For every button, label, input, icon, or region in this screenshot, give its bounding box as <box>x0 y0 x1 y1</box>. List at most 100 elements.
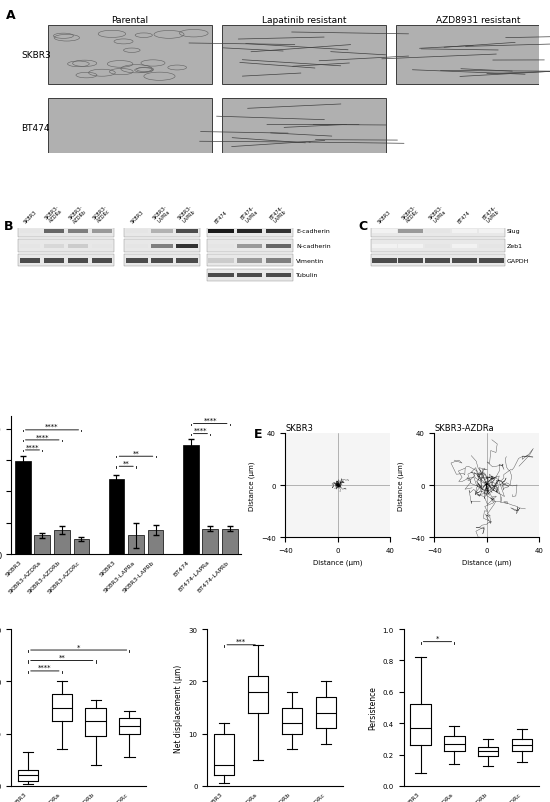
Text: BT474-
LAPRb: BT474- LAPRb <box>481 205 501 225</box>
FancyBboxPatch shape <box>208 259 234 263</box>
FancyBboxPatch shape <box>208 230 234 234</box>
Text: Lapatinib resistant: Lapatinib resistant <box>262 16 346 25</box>
Bar <box>54 531 70 554</box>
FancyBboxPatch shape <box>177 245 198 249</box>
FancyBboxPatch shape <box>68 230 88 234</box>
Bar <box>15 462 31 554</box>
FancyBboxPatch shape <box>372 245 397 249</box>
Bar <box>148 531 163 554</box>
FancyBboxPatch shape <box>266 259 291 263</box>
Text: Slug: Slug <box>507 229 520 234</box>
FancyBboxPatch shape <box>177 230 198 234</box>
FancyBboxPatch shape <box>371 240 505 253</box>
Text: B: B <box>4 220 14 233</box>
Text: SKBR3: SKBR3 <box>377 209 392 225</box>
Text: ****: **** <box>36 434 49 439</box>
FancyBboxPatch shape <box>151 230 173 234</box>
FancyBboxPatch shape <box>177 259 198 263</box>
FancyBboxPatch shape <box>478 230 504 234</box>
Text: SKBR3-
AZDRc: SKBR3- AZDRc <box>92 204 112 225</box>
Text: SKBR3-
AZDRb: SKBR3- AZDRb <box>68 204 88 225</box>
Text: GAPDH: GAPDH <box>507 258 529 264</box>
FancyBboxPatch shape <box>18 225 114 238</box>
FancyBboxPatch shape <box>397 26 550 85</box>
Text: Parental: Parental <box>111 16 148 25</box>
FancyBboxPatch shape <box>20 245 40 249</box>
FancyBboxPatch shape <box>372 259 397 263</box>
Text: ****: **** <box>194 427 207 433</box>
Text: ****: **** <box>38 664 52 670</box>
Y-axis label: Persistence: Persistence <box>368 686 377 730</box>
FancyBboxPatch shape <box>237 273 262 278</box>
FancyBboxPatch shape <box>18 240 114 253</box>
Y-axis label: Distance (μm): Distance (μm) <box>249 460 255 510</box>
Text: E: E <box>254 428 262 441</box>
Text: N-cadherin: N-cadherin <box>296 244 331 249</box>
FancyBboxPatch shape <box>92 259 112 263</box>
FancyBboxPatch shape <box>126 245 148 249</box>
FancyBboxPatch shape <box>371 255 505 267</box>
FancyBboxPatch shape <box>208 273 234 278</box>
Text: **: ** <box>133 450 139 456</box>
FancyBboxPatch shape <box>92 230 112 234</box>
FancyBboxPatch shape <box>371 225 505 238</box>
Bar <box>109 480 124 554</box>
Bar <box>74 539 89 554</box>
FancyBboxPatch shape <box>266 230 291 234</box>
Text: ****: **** <box>45 423 59 430</box>
FancyBboxPatch shape <box>222 99 386 158</box>
FancyBboxPatch shape <box>478 245 504 249</box>
Text: SKBR3: SKBR3 <box>21 51 51 60</box>
FancyBboxPatch shape <box>398 230 424 234</box>
FancyBboxPatch shape <box>68 259 88 263</box>
Bar <box>202 529 218 554</box>
FancyBboxPatch shape <box>151 245 173 249</box>
Text: SKBR3-
AZDRa: SKBR3- AZDRa <box>44 204 64 225</box>
Text: SKBR3: SKBR3 <box>285 423 313 432</box>
FancyBboxPatch shape <box>18 255 114 267</box>
FancyBboxPatch shape <box>266 273 291 278</box>
FancyBboxPatch shape <box>222 26 386 85</box>
Text: C: C <box>359 220 368 233</box>
Text: **: ** <box>123 460 130 466</box>
FancyBboxPatch shape <box>20 259 40 263</box>
FancyBboxPatch shape <box>20 230 40 234</box>
Bar <box>183 445 199 554</box>
Text: SKBR3-AZDRa: SKBR3-AZDRa <box>434 423 494 432</box>
FancyBboxPatch shape <box>237 245 262 249</box>
FancyBboxPatch shape <box>452 259 477 263</box>
Y-axis label: Distance (μm): Distance (μm) <box>398 460 404 510</box>
Text: BT474: BT474 <box>214 209 228 225</box>
FancyBboxPatch shape <box>124 240 200 253</box>
Text: SKBR3-
LAPRa: SKBR3- LAPRa <box>427 204 448 225</box>
FancyBboxPatch shape <box>237 230 262 234</box>
FancyBboxPatch shape <box>398 245 424 249</box>
FancyBboxPatch shape <box>124 225 200 238</box>
Text: ***: *** <box>236 638 246 644</box>
FancyBboxPatch shape <box>151 259 173 263</box>
FancyBboxPatch shape <box>425 230 450 234</box>
FancyBboxPatch shape <box>207 225 293 238</box>
Text: SKBR3: SKBR3 <box>23 209 37 225</box>
Text: *: * <box>77 643 80 650</box>
FancyBboxPatch shape <box>452 230 477 234</box>
FancyBboxPatch shape <box>43 259 64 263</box>
FancyBboxPatch shape <box>43 230 64 234</box>
FancyBboxPatch shape <box>207 269 293 282</box>
Text: BT474-
LAPRa: BT474- LAPRa <box>240 205 260 225</box>
FancyBboxPatch shape <box>207 240 293 253</box>
FancyBboxPatch shape <box>398 259 424 263</box>
Text: ****: **** <box>204 418 217 423</box>
FancyBboxPatch shape <box>208 245 234 249</box>
Text: AZD8931 resistant: AZD8931 resistant <box>436 16 520 25</box>
Text: BT474-
LAPRb: BT474- LAPRb <box>268 205 288 225</box>
FancyBboxPatch shape <box>478 259 504 263</box>
FancyBboxPatch shape <box>372 230 397 234</box>
Text: E-cadherin: E-cadherin <box>296 229 330 234</box>
Text: A: A <box>6 9 15 22</box>
Y-axis label: Net displacement (μm): Net displacement (μm) <box>174 663 183 751</box>
Text: BT474: BT474 <box>457 209 472 225</box>
FancyBboxPatch shape <box>48 99 212 158</box>
Text: SKBR3-
LAPRa: SKBR3- LAPRa <box>152 204 172 225</box>
FancyBboxPatch shape <box>68 245 88 249</box>
